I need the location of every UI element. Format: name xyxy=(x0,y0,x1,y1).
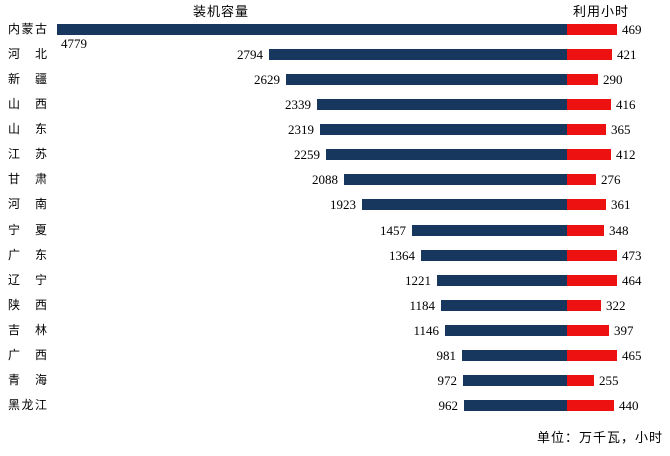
capacity-value: 1923 xyxy=(330,197,356,212)
hours-bar xyxy=(567,350,617,361)
capacity-bar xyxy=(57,24,567,35)
capacity-value: 1146 xyxy=(413,323,439,338)
capacity-value: 1221 xyxy=(405,273,431,288)
hours-bar xyxy=(567,24,617,35)
hours-bar xyxy=(567,99,611,110)
capacity-bar xyxy=(421,250,567,261)
hours-value: 465 xyxy=(622,348,642,363)
hours-column-title: 利用小时 xyxy=(573,5,630,20)
unit-note: 单位：万千瓦，小时 xyxy=(536,431,663,446)
province-label: 广东 xyxy=(8,248,47,262)
province-label: 广西 xyxy=(8,348,47,362)
province-label: 吉林 xyxy=(8,323,47,337)
capacity-value: 981 xyxy=(436,348,457,363)
capacity-bar xyxy=(317,99,567,110)
capacity-value: 2319 xyxy=(288,122,314,137)
hours-value: 276 xyxy=(601,172,621,187)
province-label: 河南 xyxy=(8,197,47,211)
province-label: 宁夏 xyxy=(8,223,47,237)
hours-bar xyxy=(567,300,601,311)
capacity-value: 972 xyxy=(437,373,458,388)
hours-bar xyxy=(567,325,609,336)
province-label: 内蒙古 xyxy=(8,22,47,36)
hours-value: 469 xyxy=(622,22,642,37)
hours-value: 397 xyxy=(614,323,634,338)
capacity-bar xyxy=(362,199,567,210)
hours-value: 361 xyxy=(611,197,631,212)
capacity-value: 1184 xyxy=(409,298,435,313)
province-label: 山东 xyxy=(8,122,47,136)
province-label: 山西 xyxy=(8,97,47,111)
capacity-value: 1457 xyxy=(380,223,406,238)
capacity-bar xyxy=(320,124,567,135)
hours-bar xyxy=(567,375,594,386)
capacity-bar xyxy=(286,74,567,85)
hours-bar xyxy=(567,74,598,85)
province-label: 辽宁 xyxy=(8,273,47,287)
capacity-bar xyxy=(445,325,567,336)
capacity-bar xyxy=(269,49,567,60)
capacity-value: 1364 xyxy=(389,248,415,263)
capacity-bar xyxy=(464,400,567,411)
hours-bar xyxy=(567,49,612,60)
hours-value: 473 xyxy=(622,248,642,263)
hours-bar xyxy=(567,174,596,185)
capacity-bar xyxy=(326,149,567,160)
capacity-value: 2629 xyxy=(254,72,280,87)
hours-bar xyxy=(567,124,606,135)
hours-bar xyxy=(567,275,617,286)
hours-value: 412 xyxy=(616,147,636,162)
capacity-value: 4779 xyxy=(61,36,87,51)
hours-value: 421 xyxy=(617,47,637,62)
capacity-bar xyxy=(437,275,567,286)
hours-value: 348 xyxy=(609,223,629,238)
province-label: 黑龙江 xyxy=(8,398,47,412)
hours-bar xyxy=(567,400,614,411)
hours-value: 464 xyxy=(622,273,642,288)
capacity-value: 2339 xyxy=(285,97,311,112)
hours-value: 290 xyxy=(603,72,623,87)
capacity-column-title: 装机容量 xyxy=(193,5,250,20)
hours-value: 440 xyxy=(619,398,639,413)
capacity-value: 2088 xyxy=(312,172,338,187)
hours-bar xyxy=(567,225,604,236)
hours-bar xyxy=(567,250,617,261)
province-label: 河北 xyxy=(8,47,47,61)
capacity-bar xyxy=(441,300,567,311)
hours-value: 255 xyxy=(599,373,619,388)
hours-value: 416 xyxy=(616,97,636,112)
capacity-value: 2794 xyxy=(237,47,263,62)
province-label: 青海 xyxy=(8,373,47,387)
province-label: 甘肃 xyxy=(8,172,47,186)
capacity-value: 2259 xyxy=(294,147,320,162)
capacity-value: 962 xyxy=(438,398,459,413)
capacity-bar xyxy=(463,375,567,386)
hours-value: 322 xyxy=(606,298,626,313)
province-label: 陕西 xyxy=(8,298,47,312)
capacity-bar xyxy=(462,350,567,361)
hours-value: 365 xyxy=(611,122,631,137)
hours-bar xyxy=(567,149,611,160)
capacity-bar xyxy=(412,225,567,236)
capacity-bar xyxy=(344,174,567,185)
province-label: 江苏 xyxy=(8,147,47,161)
hours-bar xyxy=(567,199,606,210)
province-label: 新疆 xyxy=(8,72,47,86)
